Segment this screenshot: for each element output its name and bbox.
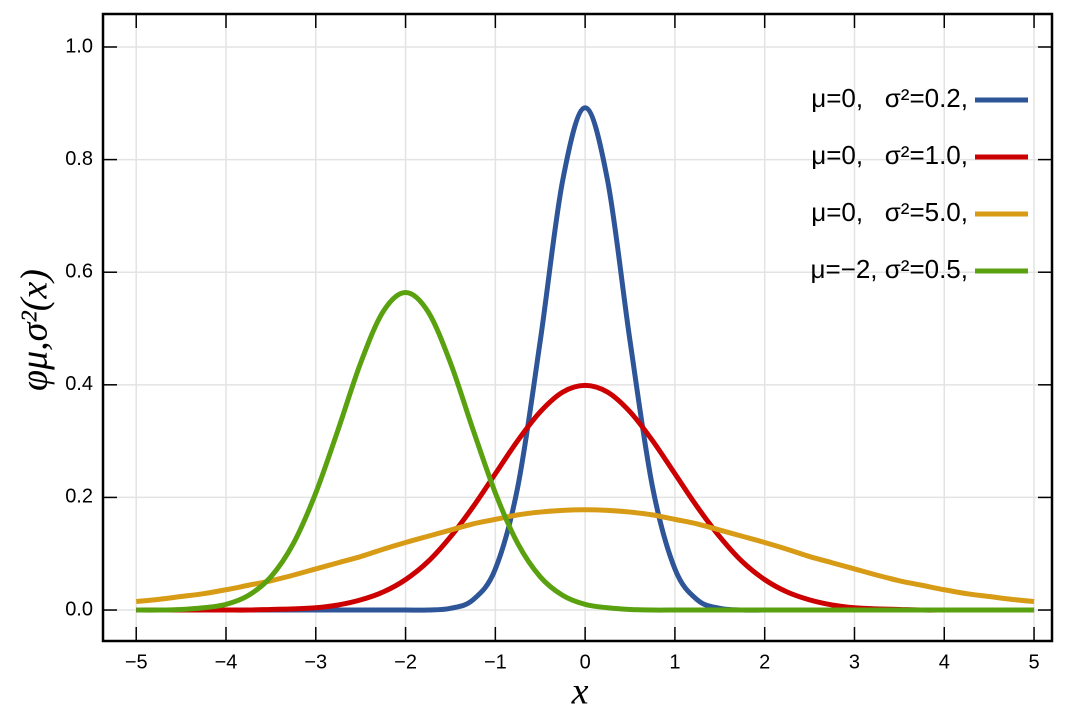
plot-frame (101, 12, 1054, 643)
line-series (135, 507, 1035, 605)
x-tick-label: 4 (939, 651, 950, 673)
x-axis-label: x (571, 671, 589, 713)
x-tick-label: −2 (394, 651, 417, 673)
x-tick-label: 3 (849, 651, 860, 673)
x-tick-label: 2 (759, 651, 770, 673)
x-tick-label: 0 (580, 651, 591, 673)
x-tick-label: 5 (1028, 651, 1039, 673)
x-tick-label: 1 (669, 651, 680, 673)
y-tick-label: 0.4 (65, 373, 93, 395)
y-tick-label: 0.2 (65, 486, 93, 508)
legend-label: μ=−2, σ²=0.5, (810, 254, 968, 284)
legend-label: μ=0, σ²=5.0, (811, 197, 968, 227)
x-tick-label: −5 (125, 651, 148, 673)
y-tick-label: 1.0 (65, 35, 93, 57)
legend-label: μ=0, σ²=0.2, (811, 83, 968, 113)
y-axis-label: φμ,σ²(x) (14, 269, 56, 391)
y-tick-label: 0.0 (65, 598, 93, 620)
line-series (136, 289, 1035, 613)
x-tick-label: −1 (484, 651, 507, 673)
x-tick-label: −3 (304, 651, 327, 673)
y-tick-label: 0.8 (65, 148, 93, 170)
y-tick-label: 0.6 (65, 260, 93, 282)
legend-label: μ=0, σ²=1.0, (811, 140, 968, 170)
x-tick-label: −4 (215, 651, 238, 673)
